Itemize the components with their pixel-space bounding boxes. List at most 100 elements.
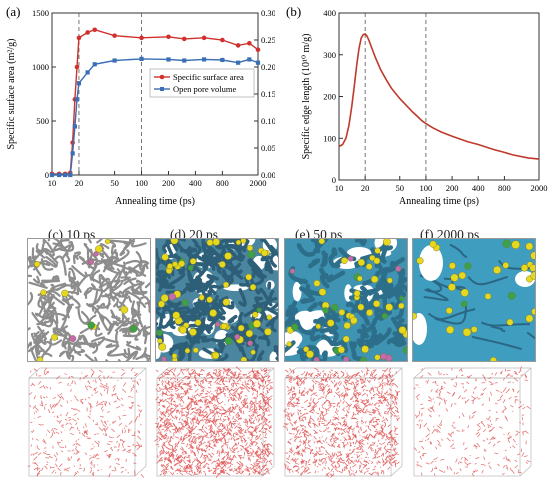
edge-segment xyxy=(221,470,226,473)
edge-segment xyxy=(475,445,477,449)
edge-segment xyxy=(362,439,365,442)
edge-segment xyxy=(495,411,498,414)
edge-segment xyxy=(337,466,341,468)
edge-segment xyxy=(514,459,518,463)
edge-segment xyxy=(302,432,306,434)
carbon-ribbon xyxy=(243,299,260,318)
edge-segment xyxy=(45,386,49,389)
carbon-ribbon xyxy=(165,271,186,288)
edge-segment xyxy=(222,458,225,461)
edge-segment xyxy=(313,435,317,440)
edge-segment xyxy=(200,454,203,459)
edge-segment xyxy=(362,431,365,434)
edge-segment xyxy=(352,473,356,477)
edge-segment xyxy=(294,433,298,437)
edge-segment xyxy=(138,409,141,412)
edge-segment xyxy=(521,417,524,421)
edge-segment xyxy=(163,437,167,440)
carbon-ribbon xyxy=(374,327,392,346)
carbon-ribbon xyxy=(386,337,405,346)
edge-segment xyxy=(245,418,248,422)
edge-segment xyxy=(112,384,116,388)
edge-segment xyxy=(51,469,55,474)
carbon-ribbon xyxy=(202,279,213,292)
edge-segment xyxy=(333,423,337,427)
edge-segment xyxy=(333,374,337,377)
edge-segment xyxy=(199,405,201,408)
edge-atom xyxy=(429,240,437,248)
edge-segment xyxy=(477,427,482,432)
edge-segment xyxy=(444,400,448,402)
edge-segment xyxy=(287,468,290,471)
edge-segment xyxy=(255,402,260,405)
edge-atom xyxy=(361,345,369,354)
edge-segment xyxy=(50,405,54,410)
carbon-ribbon xyxy=(40,258,54,271)
edge-segment xyxy=(317,417,319,419)
edge-segment xyxy=(361,448,364,452)
edge-atom xyxy=(235,239,242,246)
edge-segment xyxy=(240,410,243,414)
edge-segment xyxy=(291,405,295,408)
edge-segment xyxy=(229,407,231,411)
edge-segment xyxy=(346,392,349,396)
edge-segment xyxy=(375,393,381,397)
edge-segment xyxy=(290,412,292,416)
edge-segment xyxy=(238,470,242,475)
edge-segment xyxy=(509,446,512,449)
edge-segment xyxy=(198,428,200,431)
edge-segment xyxy=(187,396,190,400)
edge-segment xyxy=(345,401,350,406)
edge-segment xyxy=(333,440,337,444)
carbon-ribbon xyxy=(79,334,89,346)
edge-atom xyxy=(156,329,163,337)
series-1-point xyxy=(255,60,261,65)
edge-segment xyxy=(211,409,216,414)
edge-segment xyxy=(41,402,44,407)
edge-segment xyxy=(39,386,43,389)
edge-atom xyxy=(416,257,424,265)
edge-segment xyxy=(301,452,304,457)
edge-segment xyxy=(213,419,215,424)
edge-segment xyxy=(163,450,168,455)
edge-segment xyxy=(32,406,35,409)
edge-segment xyxy=(35,438,39,441)
edge-segment xyxy=(188,431,193,435)
edge-segment xyxy=(225,441,229,444)
edge-segment xyxy=(132,384,135,388)
edge-segment xyxy=(509,467,512,471)
edge-segment xyxy=(381,424,384,427)
edge-segment xyxy=(293,401,295,404)
edge-segment xyxy=(236,437,240,440)
edge-segment xyxy=(267,447,269,451)
edge-segment xyxy=(374,432,379,435)
edge-segment xyxy=(261,414,266,419)
edge-segment xyxy=(98,426,103,432)
edge-segment xyxy=(108,402,111,406)
edge-segment xyxy=(248,414,253,420)
edge-segment xyxy=(384,458,388,462)
edge-atom xyxy=(470,326,478,333)
carbon-ribbon xyxy=(212,353,229,361)
edge-segment xyxy=(88,456,94,460)
edge-atom xyxy=(240,239,247,244)
edge-segment xyxy=(371,444,373,447)
edge-segment xyxy=(80,400,84,405)
edge-segment xyxy=(210,390,212,393)
edge-segment xyxy=(441,438,443,441)
edge-segment xyxy=(378,461,381,464)
edge-segment xyxy=(393,427,399,431)
carbon-ribbon xyxy=(84,353,98,361)
edge-segment xyxy=(75,451,80,455)
edge-segment xyxy=(31,382,36,387)
edge-atom xyxy=(286,341,292,347)
carbon-ribbon xyxy=(59,239,71,249)
edge-segment xyxy=(263,459,266,463)
edge-segment xyxy=(193,399,198,405)
edge-segment xyxy=(161,412,166,417)
edge-segment xyxy=(387,433,391,435)
edge-network-box-2000ps xyxy=(413,366,532,477)
edge-segment xyxy=(320,453,324,455)
edge-segment xyxy=(35,410,38,413)
edge-segment xyxy=(248,418,251,423)
